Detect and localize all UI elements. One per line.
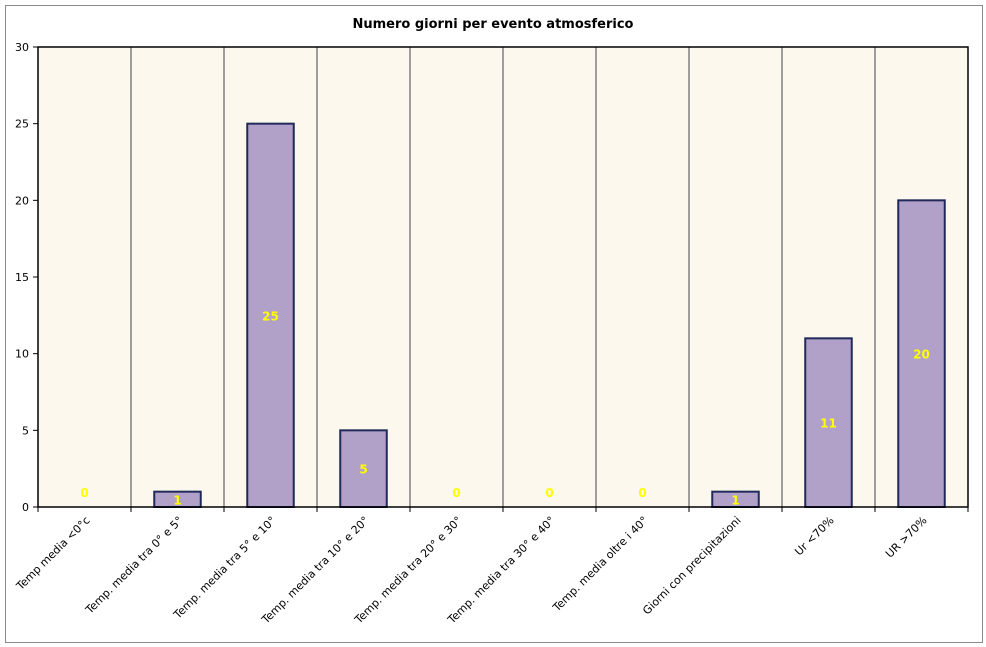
y-axis: 0 5 10 15 20 25 30 — [15, 41, 38, 514]
x-tick-label: Ur <70% — [792, 514, 836, 558]
data-label: 0 — [545, 486, 553, 500]
bar — [897, 199, 946, 508]
chart-title: Numero giorni per evento atmosferico — [353, 17, 634, 32]
data-label: 25 — [262, 309, 279, 323]
data-label: 0 — [638, 486, 646, 500]
x-tick-label: Temp. media tra 10° e 20° — [259, 514, 372, 627]
y-tick-label: 10 — [15, 348, 29, 361]
y-tick-label: 0 — [22, 501, 29, 514]
x-tick-label: Temp. media oltre i 40° — [550, 514, 651, 615]
x-tick-label: UR >70% — [883, 514, 930, 561]
data-label: 20 — [913, 348, 930, 362]
x-tick-label: Temp. media tra 30° e 40° — [445, 514, 558, 627]
x-tick-label: Temp. media tra 5° e 10° — [171, 514, 279, 622]
y-tick-label: 25 — [15, 118, 29, 131]
y-tick-label: 20 — [15, 194, 29, 207]
data-label: 0 — [80, 486, 88, 500]
data-label: 0 — [452, 486, 460, 500]
data-label: 5 — [359, 463, 367, 477]
bars — [153, 122, 946, 509]
bar — [246, 122, 295, 509]
bar — [339, 429, 388, 509]
y-tick-label: 15 — [15, 271, 29, 284]
x-tick-label: Temp media <0°c — [13, 514, 92, 593]
data-label: 1 — [173, 493, 181, 507]
y-tick-label: 30 — [15, 41, 29, 54]
data-label: 11 — [820, 417, 837, 431]
bar — [804, 337, 853, 509]
x-tick-label: Giorni con precipitazioni — [640, 514, 743, 617]
gridlines — [130, 47, 876, 507]
y-tick-label: 5 — [22, 424, 29, 437]
data-label: 1 — [731, 493, 739, 507]
x-tick-label: Temp. media tra 0° e 5° — [82, 514, 185, 617]
x-tick-label: Temp. media tra 20° e 30° — [352, 514, 465, 627]
